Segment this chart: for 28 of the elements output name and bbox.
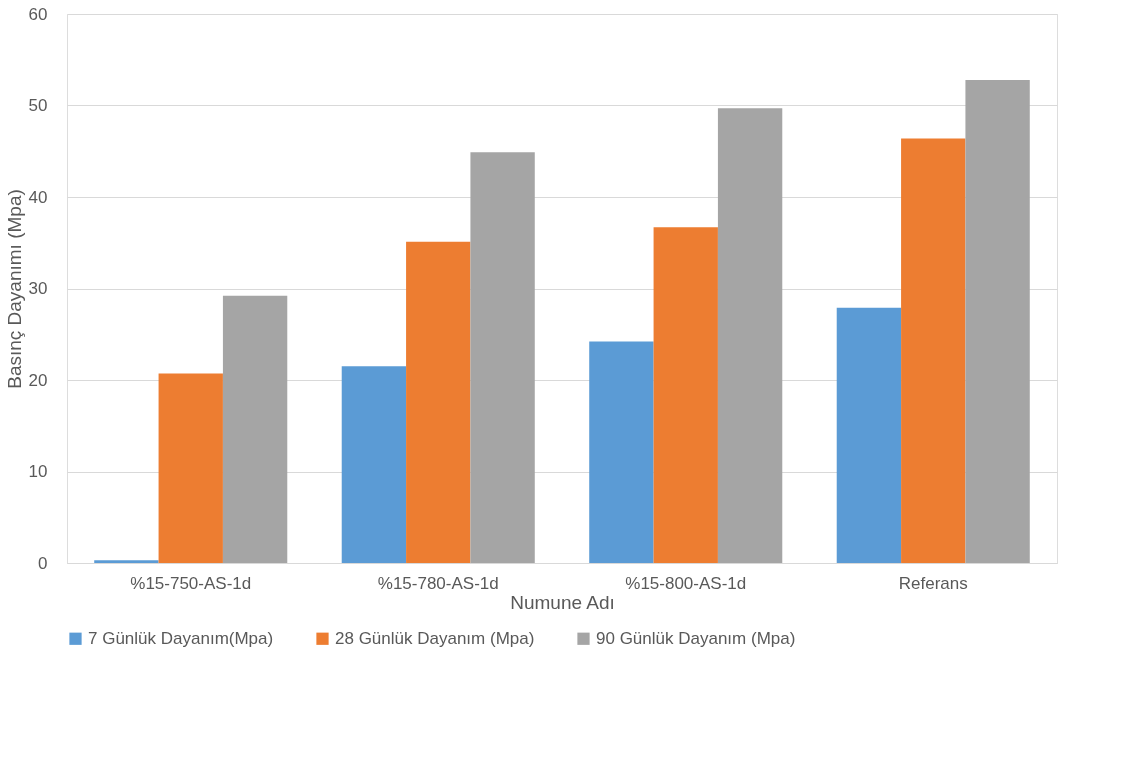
bar [94, 560, 159, 563]
bar [965, 79, 1030, 563]
x-tick-label: %15-780-AS-1d [377, 573, 499, 593]
y-tick-label: 10 [28, 462, 48, 481]
legend-label: 90 Günlük Dayanım (Mpa) [596, 628, 796, 648]
y-tick-label: 30 [28, 279, 48, 298]
bar [222, 295, 288, 563]
bar [470, 152, 535, 563]
y-tick-label: 0 [38, 553, 48, 573]
bar [341, 366, 407, 563]
legend-label: 7 Günlük Dayanım(Mpa) [88, 628, 274, 648]
bar [653, 227, 718, 563]
y-tick-label: 60 [28, 4, 48, 24]
bar [406, 241, 471, 563]
bar [901, 138, 966, 563]
y-tick-label: 20 [28, 370, 48, 390]
bar [717, 108, 783, 563]
y-tick-label: 50 [28, 96, 48, 115]
x-tick-label: %15-750-AS-1d [130, 573, 252, 593]
y-tick-label: 40 [28, 187, 48, 207]
x-tick-label: %15-800-AS-1d [625, 573, 747, 593]
bar [836, 307, 902, 563]
x-tick-label: Referans [898, 573, 968, 593]
legend-label: 28 Günlük Dayanım (Mpa) [335, 628, 535, 648]
y-axis-title: Basınç Dayanımı (Mpa) [3, 189, 25, 389]
bar [589, 341, 654, 563]
x-axis-title: Numune Adı [510, 591, 615, 613]
bar [158, 373, 223, 563]
